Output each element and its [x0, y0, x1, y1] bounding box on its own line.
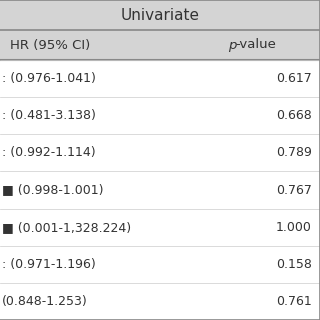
Bar	[0, 97, 320, 134]
Bar	[0, 60, 320, 97]
Text: : (0.481-3.138): : (0.481-3.138)	[2, 109, 96, 122]
Text: ■ (0.998-1.001): ■ (0.998-1.001)	[2, 183, 103, 196]
Text: : (0.976-1.041): : (0.976-1.041)	[2, 72, 96, 85]
Bar	[0, 0, 320, 30]
Text: 0.617: 0.617	[276, 72, 312, 85]
Text: 0.668: 0.668	[276, 109, 312, 122]
Text: : (0.971-1.196): : (0.971-1.196)	[2, 258, 96, 271]
Text: p: p	[228, 38, 236, 52]
Text: HR (95% CI): HR (95% CI)	[10, 38, 90, 52]
Text: 0.789: 0.789	[276, 146, 312, 159]
Bar	[0, 30, 320, 60]
Bar	[0, 283, 320, 320]
Text: 0.761: 0.761	[276, 295, 312, 308]
Text: ■ (0.001-1,328.224): ■ (0.001-1,328.224)	[2, 221, 131, 234]
Bar	[0, 209, 320, 246]
Text: -value: -value	[235, 38, 276, 52]
Text: : (0.992-1.114): : (0.992-1.114)	[2, 146, 96, 159]
Bar	[0, 246, 320, 283]
Text: 0.158: 0.158	[276, 258, 312, 271]
Bar	[0, 134, 320, 172]
Text: 0.767: 0.767	[276, 183, 312, 196]
Text: (0.848-1.253): (0.848-1.253)	[2, 295, 88, 308]
Bar	[0, 172, 320, 209]
Text: Univariate: Univariate	[121, 7, 199, 22]
Text: 1.000: 1.000	[276, 221, 312, 234]
